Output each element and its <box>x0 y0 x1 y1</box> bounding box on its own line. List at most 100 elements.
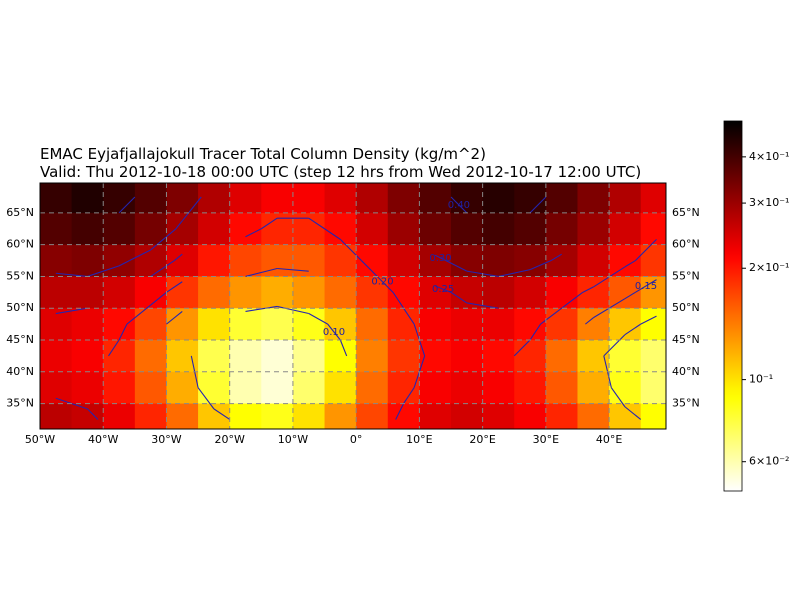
heat-cell <box>356 371 389 405</box>
heat-cell <box>71 340 104 373</box>
contour-line <box>445 260 468 272</box>
heat-cell <box>198 244 231 277</box>
heat-cell <box>640 403 666 429</box>
y-tick-label: 40°N <box>6 365 34 378</box>
heat-cell <box>545 183 578 214</box>
heat-cell <box>545 371 578 405</box>
contour-label: 0.15 <box>635 281 657 292</box>
heat-cell <box>166 308 199 341</box>
heat-cell <box>640 212 666 246</box>
contour-line <box>55 307 88 315</box>
contour-line <box>245 267 278 277</box>
heat-cell <box>609 403 642 429</box>
heat-cell <box>577 308 610 341</box>
heat-cell <box>545 403 578 429</box>
heat-cell <box>482 403 515 429</box>
contour-line <box>181 196 202 222</box>
heat-cell <box>229 308 262 341</box>
contour-line <box>624 291 636 300</box>
heat-cell <box>229 340 262 373</box>
heat-cell <box>482 308 515 341</box>
heat-cell <box>356 340 389 373</box>
heat-cell <box>514 308 547 341</box>
heat-cell <box>514 183 547 214</box>
heat-cell <box>40 371 73 405</box>
contour-line <box>371 270 394 293</box>
heat-cell <box>198 340 231 373</box>
colorbar-tick-label: 10⁻¹ <box>749 373 773 386</box>
heat-cell <box>103 276 136 309</box>
heat-cell <box>134 371 167 405</box>
x-tick-label: 20°W <box>215 433 245 446</box>
heat-cell <box>387 183 420 214</box>
heat-cell <box>71 276 104 309</box>
heat-cell <box>356 308 389 341</box>
contour-line <box>403 387 415 404</box>
heat-cell <box>577 212 610 246</box>
heat-cell <box>166 183 199 214</box>
map-area: 0.10 0.15 0.20 0.25 0.30 0.40 <box>40 183 666 429</box>
heat-cell <box>198 212 231 246</box>
heat-cell <box>103 308 136 341</box>
contour-line <box>118 323 128 341</box>
heat-cell <box>577 371 610 405</box>
contour-line <box>166 281 183 293</box>
contour-line <box>150 260 175 277</box>
heat-cell <box>609 183 642 214</box>
contour-label: 0.10 <box>323 327 345 338</box>
heat-cell <box>103 371 136 405</box>
heat-cell <box>451 403 484 429</box>
heat-cell <box>229 403 262 429</box>
heat-cell <box>198 276 231 309</box>
heat-cell <box>166 244 199 277</box>
heat-cell <box>482 371 515 405</box>
heat-cell <box>514 212 547 246</box>
x-tick-label: 30°E <box>533 433 559 446</box>
y-tick-label: 65°N <box>6 206 34 219</box>
heat-cell <box>229 371 262 405</box>
colorbar-tick-label: 4×10⁻¹ <box>749 150 789 163</box>
contour-line <box>361 260 373 272</box>
heat-cell <box>71 183 104 214</box>
contour-line <box>55 272 88 277</box>
contour-line <box>197 387 215 410</box>
contour-line <box>339 339 348 357</box>
contour-line <box>213 408 231 420</box>
heat-cell <box>514 371 547 405</box>
heat-cell <box>292 403 326 429</box>
heat-cell <box>577 183 610 214</box>
y-tick-label: 45°N <box>6 333 34 346</box>
contour-line <box>640 315 657 325</box>
heat-cell <box>577 244 610 277</box>
heat-cell <box>324 276 357 309</box>
contour-line <box>126 304 152 325</box>
heat-cell <box>545 212 578 246</box>
y-tick-label-right: 65°N <box>672 206 700 219</box>
x-tick-label: 10°W <box>278 433 308 446</box>
contour-line <box>245 228 262 238</box>
heat-cell <box>134 276 167 309</box>
heat-cell <box>577 340 610 373</box>
heat-cell <box>103 403 136 429</box>
colorbar <box>723 120 743 492</box>
heat-cell <box>261 244 294 277</box>
contour-line <box>513 339 531 357</box>
contour-label: 0.30 <box>429 253 451 264</box>
heat-cell <box>198 371 231 405</box>
heat-cell <box>229 276 262 309</box>
heat-cell <box>482 183 515 214</box>
heat-cell <box>387 244 420 277</box>
contour-line <box>150 291 167 306</box>
heat-cell <box>40 403 73 429</box>
y-tick-label-right: 50°N <box>672 301 700 314</box>
heat-cell <box>261 340 294 373</box>
heat-cell <box>451 308 484 341</box>
heat-cell <box>514 403 547 429</box>
heat-cell <box>40 244 73 277</box>
colorbar-tick-label: 6×10⁻² <box>749 455 789 468</box>
y-tick-label-right: 60°N <box>672 238 700 251</box>
contour-line <box>635 279 657 293</box>
contour-line <box>450 291 468 304</box>
heat-cell <box>261 308 294 341</box>
heat-cell <box>482 212 515 246</box>
